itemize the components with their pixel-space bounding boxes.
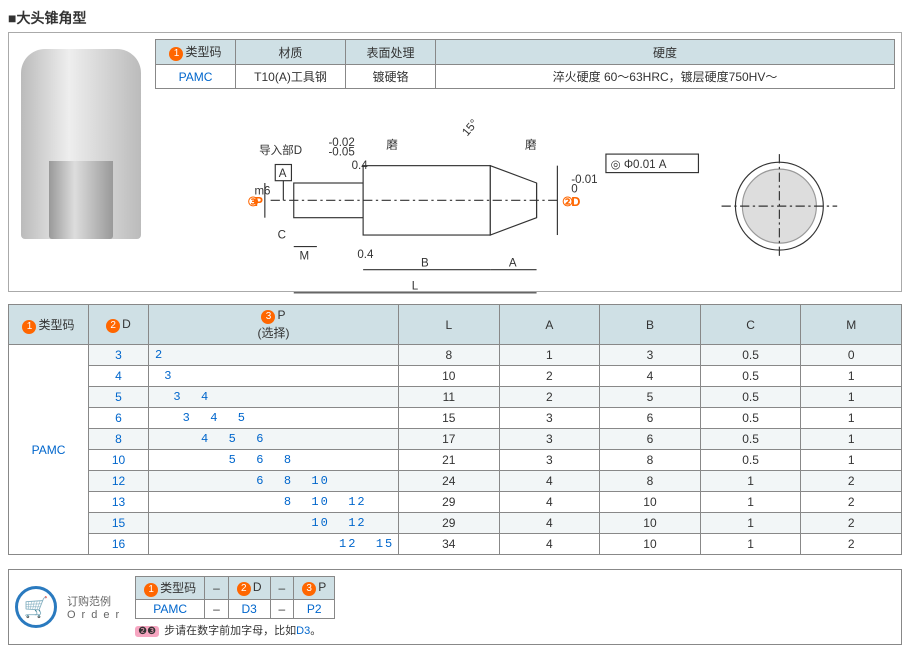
svg-text:磨: 磨 <box>525 138 537 151</box>
svg-text:B: B <box>421 257 429 269</box>
svg-text:M: M <box>300 250 310 262</box>
spec-table: 1类型码 材质 表面处理 硬度 PAMC T10(A)工具钢 镀硬铬 淬火硬度 … <box>155 39 895 89</box>
product-photo <box>21 49 141 239</box>
order-note: ❷❸ 步请在数字前加字母，比如D3。 <box>135 622 335 638</box>
badge-1-icon: 1 <box>169 47 183 61</box>
svg-text:A: A <box>509 257 517 269</box>
engineering-drawing: 导入部D -0.02 -0.05 磨 磨 15° 0.4 0.4 A ③ P m <box>155 89 895 323</box>
svg-text:-0.01: -0.01 <box>571 174 597 186</box>
top-section: 1类型码 材质 表面处理 硬度 PAMC T10(A)工具钢 镀硬铬 淬火硬度 … <box>8 32 902 292</box>
svg-text:m6: m6 <box>254 186 270 198</box>
svg-text:D: D <box>571 194 580 209</box>
svg-text:0.4: 0.4 <box>352 160 369 172</box>
svg-text:-0.05: -0.05 <box>328 146 354 158</box>
spec-typecode: PAMC <box>156 65 236 89</box>
svg-text:15°: 15° <box>460 118 480 139</box>
cart-icon: 🛒 <box>15 586 57 628</box>
order-table: 1类型码 – 2D – 3P PAMC – D3 – P2 <box>135 576 335 619</box>
typecode-cell: PAMC <box>9 345 89 555</box>
svg-text:C: C <box>278 230 286 242</box>
svg-text:A: A <box>279 168 287 180</box>
order-example: 🛒 订购范例 Order 1类型码 – 2D – 3P PAMC – D3 – … <box>8 569 902 645</box>
svg-text:L: L <box>412 280 419 292</box>
svg-text:导入部D: 导入部D <box>259 143 302 157</box>
page-title: ■大头锥角型 <box>8 8 902 28</box>
svg-text:◎ Φ0.01 A: ◎ Φ0.01 A <box>611 159 667 171</box>
svg-text:磨: 磨 <box>386 138 398 151</box>
svg-text:0.4: 0.4 <box>357 249 374 261</box>
data-table: 1类型码 2D 3P(选择) L A B C M PAMC328130.504 … <box>8 304 902 555</box>
